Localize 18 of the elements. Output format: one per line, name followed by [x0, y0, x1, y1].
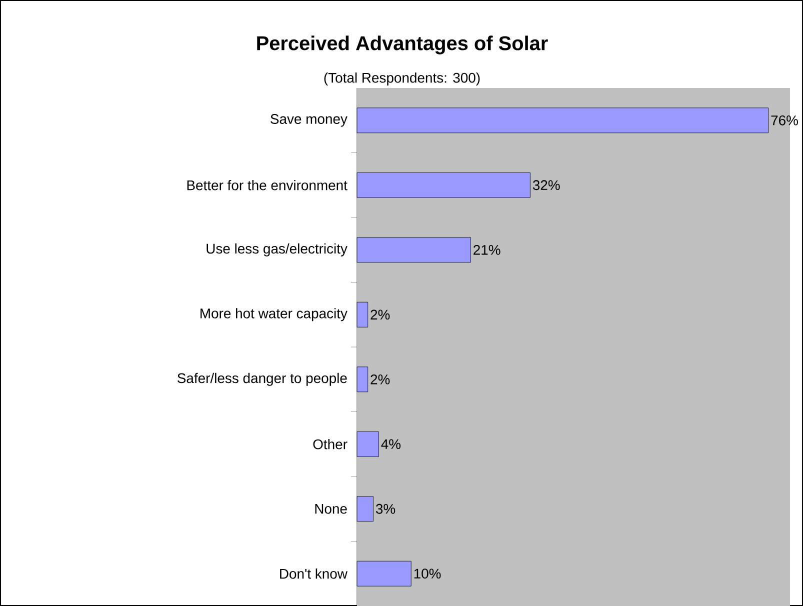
data-label: 4% — [381, 439, 401, 450]
y-tick-label: Other — [313, 439, 348, 450]
data-label: 32% — [532, 180, 560, 190]
y-tick-label: More hot water capacity — [200, 308, 348, 322]
data-label: 21% — [474, 244, 500, 255]
y-tick-label: Save money — [270, 114, 348, 127]
data-label: 3% — [376, 504, 396, 514]
data-label: 76% — [771, 115, 798, 126]
data-label: 10% — [414, 568, 441, 579]
chart-title: Perceived Advantages of Solar — [257, 36, 548, 54]
y-tick-label: Don't know — [280, 568, 348, 579]
data-label: 2% — [370, 310, 390, 320]
data-label: 2% — [370, 374, 390, 384]
y-tick-label: Use less gas/electricity — [206, 243, 348, 256]
y-tick-label: None — [315, 504, 347, 514]
y-tick-label: Better for the environment — [187, 180, 348, 190]
y-tick-label: Safer/less danger to people — [178, 372, 347, 386]
chart-subtitle: (Total Respondents: 300) — [324, 72, 480, 86]
